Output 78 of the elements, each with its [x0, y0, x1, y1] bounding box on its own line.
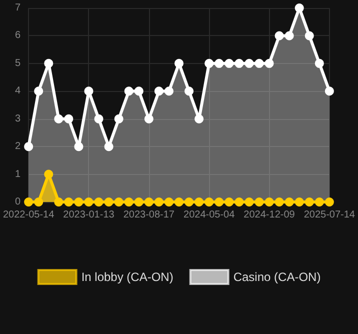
point [84, 198, 94, 206]
y-tick-label: 1 [15, 168, 22, 180]
x-tick-label: 2025-07-14 [304, 210, 356, 220]
point [304, 31, 314, 40]
point [134, 198, 144, 206]
x-tick-label: 2022-05-14 [3, 210, 55, 220]
point [174, 58, 184, 68]
point [34, 198, 44, 206]
point [314, 198, 324, 206]
point [294, 198, 304, 206]
point [244, 198, 254, 206]
point [214, 58, 224, 68]
point [104, 142, 114, 152]
x-tick-label: 2023-01-13 [63, 210, 115, 220]
point [304, 198, 314, 206]
point [214, 198, 224, 206]
point [224, 58, 234, 68]
point [204, 198, 214, 206]
point [244, 58, 254, 68]
point [264, 58, 274, 68]
y-tick-label: 0 [15, 196, 22, 208]
point [274, 31, 284, 40]
point [44, 58, 54, 68]
point [284, 31, 294, 40]
y-tick-label: 3 [15, 113, 22, 124]
point [224, 198, 234, 206]
point [184, 198, 194, 206]
point [114, 198, 124, 206]
point [64, 198, 74, 206]
point [154, 198, 164, 206]
point [174, 198, 184, 206]
point [194, 114, 204, 124]
point [64, 114, 74, 124]
point [294, 4, 304, 12]
x-tick-label: 2023-08-17 [123, 210, 175, 220]
point [284, 198, 294, 206]
point [324, 86, 334, 96]
point [154, 86, 164, 96]
point [314, 58, 324, 68]
point [234, 198, 244, 206]
x-tick-label: 2024-12-09 [244, 210, 296, 220]
point [164, 198, 174, 206]
legend-label: In lobby (CA-ON) [81, 270, 174, 284]
point [274, 198, 284, 206]
y-tick-label: 5 [15, 58, 22, 69]
point [84, 86, 94, 96]
point [24, 198, 34, 206]
point [44, 170, 54, 179]
point [54, 114, 64, 124]
point [204, 58, 214, 68]
point [94, 114, 104, 124]
legend-label: Casino (CA-ON) [233, 270, 321, 284]
point [124, 86, 134, 96]
point [124, 198, 134, 206]
point [74, 198, 84, 206]
point [164, 86, 174, 96]
point [264, 198, 274, 206]
point [114, 114, 124, 124]
x-tick-label: 2024-05-04 [184, 210, 236, 220]
point [74, 142, 84, 152]
point [324, 198, 334, 206]
point [104, 198, 114, 206]
point [144, 114, 154, 124]
y-tick-label: 4 [15, 86, 22, 97]
y-tick-label: 6 [15, 30, 22, 42]
y-tick-label: 2 [15, 141, 22, 152]
point [254, 58, 264, 68]
point [194, 198, 204, 206]
point [254, 198, 264, 206]
point [144, 198, 154, 206]
point [184, 86, 194, 96]
point [34, 86, 44, 96]
point [134, 86, 144, 96]
point [54, 198, 64, 206]
point [24, 142, 34, 152]
y-tick-label: 7 [15, 2, 22, 14]
point [234, 58, 244, 68]
point [94, 198, 104, 206]
